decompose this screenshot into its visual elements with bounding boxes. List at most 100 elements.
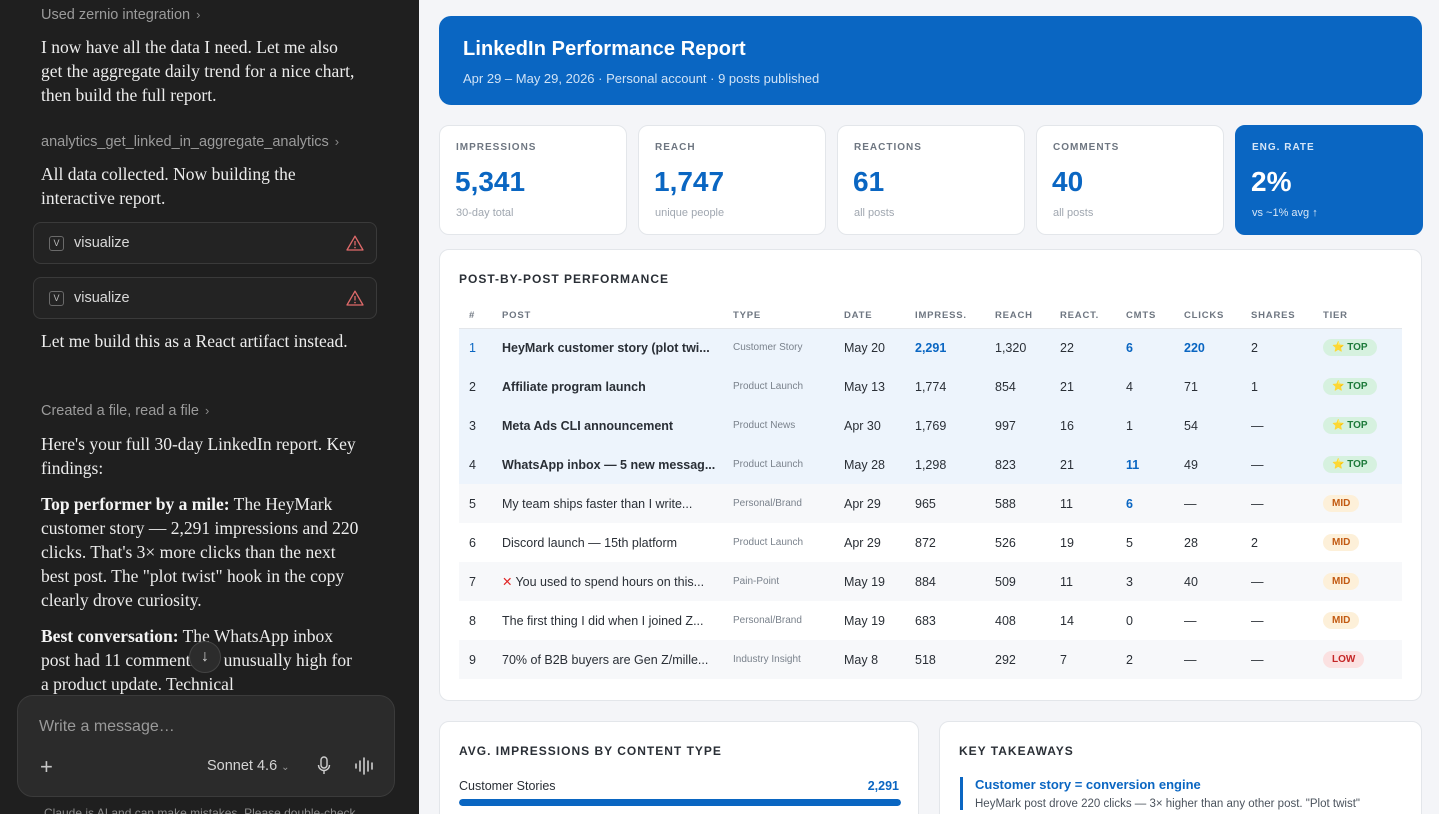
column-header: IMPRESS.: [915, 304, 995, 329]
table-row[interactable]: 4 WhatsApp inbox — 5 new messag... Produ…: [459, 445, 1402, 484]
cell-shares: —: [1251, 562, 1323, 601]
cell-index: 6: [469, 535, 476, 550]
takeaway-title: Customer story = conversion engine: [975, 777, 1201, 792]
cell-shares: —: [1251, 613, 1264, 628]
ai-disclaimer: Claude is AI and can make mistakes. Plea…: [44, 806, 356, 814]
chevron-right-icon: ›: [196, 7, 201, 22]
cell-date: Apr 29: [844, 535, 881, 550]
table-row[interactable]: 7 ✕ You used to spend hours on this... Pa…: [459, 562, 1402, 601]
cross-mark-icon: ✕: [502, 575, 513, 589]
tool-usage-link[interactable]: analytics_get_linked_in_aggregate_analyt…: [41, 134, 339, 150]
kpi-card-impressions: IMPRESSIONS 5,341 30-day total: [439, 125, 627, 235]
table-header-row: # POST TYPE DATE IMPRESS. REACH REACT. C…: [459, 304, 1402, 329]
cell-reach: 526: [995, 535, 1016, 550]
tool-usage-label: analytics_get_linked_in_aggregate_analyt…: [41, 134, 329, 150]
cell-impressions: 1,769: [915, 406, 995, 445]
cell-type: Product News: [733, 406, 844, 445]
cell-impressions: 884: [915, 562, 995, 601]
tool-usage-label: Used zernio integration: [41, 7, 191, 23]
table-row[interactable]: 9 70% of B2B buyers are Gen Z/mille... I…: [459, 640, 1402, 679]
cell-index: 4: [459, 445, 502, 484]
kpi-value: 61: [853, 166, 885, 197]
cell-comments: 0: [1126, 613, 1133, 628]
tier-badge: LOW: [1323, 651, 1365, 668]
report-title: LinkedIn Performance Report: [463, 38, 746, 60]
kpi-label: REACTIONS: [854, 142, 922, 153]
cell-comments: 3: [1126, 562, 1184, 601]
cell-impressions: 1,298: [915, 445, 995, 484]
chat-panel: Used zernio integration › I now have all …: [0, 0, 419, 814]
table-row[interactable]: 8 The first thing I did when I joined Z.…: [459, 601, 1402, 640]
cell-reactions: 11: [1060, 562, 1126, 601]
panel-title: POST-BY-POST PERFORMANCE: [459, 272, 670, 286]
kpi-card-reactions: REACTIONS 61 all posts: [837, 125, 1025, 235]
cell-post: HeyMark customer story (plot twi...: [502, 328, 733, 367]
cell-shares: 2: [1251, 535, 1258, 550]
cell-index: 7: [459, 562, 502, 601]
cell-impressions: 1,774: [915, 367, 995, 406]
kpi-label: IMPRESSIONS: [456, 142, 537, 153]
cell-shares: —: [1251, 484, 1323, 523]
cell-type: Personal/Brand: [733, 615, 802, 626]
cell-impressions: 518: [915, 640, 995, 679]
tier-badge: ⭐ TOP: [1323, 378, 1377, 395]
cell-post: ✕ You used to spend hours on this...: [502, 562, 733, 601]
table-row[interactable]: 2 Affiliate program launch Product Launc…: [459, 367, 1402, 406]
cell-tier: MID: [1323, 601, 1402, 640]
tier-badge: MID: [1323, 534, 1360, 551]
tool-name: visualize: [74, 235, 130, 251]
table-row[interactable]: 3 Meta Ads CLI announcement Product News…: [459, 406, 1402, 445]
cell-comments: 4: [1126, 367, 1184, 406]
table-row[interactable]: 6 Discord launch — 15th platform Product…: [459, 523, 1402, 562]
cell-index: 3: [459, 406, 502, 445]
bar-track: [459, 799, 901, 806]
message-composer[interactable]: Write a message… + Sonnet 4.6 ⌄: [17, 695, 395, 797]
tool-badge: V: [49, 236, 64, 251]
cell-type: Customer Story: [733, 328, 844, 367]
cell-date: May 28: [844, 445, 915, 484]
voice-mode-icon[interactable]: [354, 757, 376, 775]
kpi-sublabel: all posts: [1053, 207, 1094, 219]
cell-reach: 509: [995, 562, 1060, 601]
tool-call-card[interactable]: V visualize: [33, 277, 377, 319]
microphone-icon[interactable]: [316, 756, 332, 776]
cell-clicks: 28: [1184, 535, 1198, 550]
table-row[interactable]: 5 My team ships faster than I write... P…: [459, 484, 1402, 523]
cell-reactions: 21: [1060, 367, 1126, 406]
cell-shares: —: [1251, 640, 1323, 679]
tool-usage-link[interactable]: Created a file, read a file ›: [41, 403, 209, 419]
cell-type: Product Launch: [733, 537, 804, 548]
kpi-card-reach: REACH 1,747 unique people: [638, 125, 826, 235]
cell-index: 2: [459, 367, 502, 406]
model-selector[interactable]: Sonnet 4.6 ⌄: [207, 758, 290, 774]
message-input[interactable]: Write a message…: [39, 718, 175, 735]
tool-call-card[interactable]: V visualize: [33, 222, 377, 264]
scroll-down-button[interactable]: ↓: [189, 641, 221, 673]
add-attachment-button[interactable]: +: [40, 754, 53, 779]
avg-impressions-panel: AVG. IMPRESSIONS BY CONTENT TYPE Custome…: [439, 721, 919, 814]
kpi-sublabel: 30-day total: [456, 207, 514, 219]
cell-tier: MID: [1323, 523, 1402, 562]
tier-badge: MID: [1323, 612, 1360, 629]
panel-title: KEY TAKEAWAYS: [959, 744, 1074, 758]
kpi-sublabel: unique people: [655, 207, 725, 219]
cell-impressions: 683: [915, 613, 936, 628]
tier-badge: MID: [1323, 573, 1360, 590]
column-header: DATE: [844, 304, 915, 329]
cell-date: May 8: [844, 640, 915, 679]
bar-value: 2,291: [867, 779, 899, 793]
cell-post: Affiliate program launch: [502, 367, 733, 406]
cell-date: May 20: [844, 328, 915, 367]
table-row[interactable]: 1 HeyMark customer story (plot twi... Cu…: [459, 328, 1402, 367]
cell-comments: 2: [1126, 640, 1184, 679]
cell-reactions: 19: [1060, 535, 1074, 550]
cell-post: 70% of B2B buyers are Gen Z/mille...: [502, 640, 733, 679]
cell-clicks: —: [1184, 484, 1251, 523]
cell-shares: 1: [1251, 367, 1323, 406]
tier-badge: ⭐ TOP: [1323, 456, 1377, 473]
post-performance-panel: POST-BY-POST PERFORMANCE # POST TYPE DAT…: [439, 249, 1422, 701]
bar-label: Customer Stories: [459, 779, 556, 793]
cell-tier: ⭐ TOP: [1323, 406, 1402, 445]
tool-usage-link[interactable]: Used zernio integration ›: [41, 7, 200, 23]
cell-reactions: 22: [1060, 328, 1126, 367]
